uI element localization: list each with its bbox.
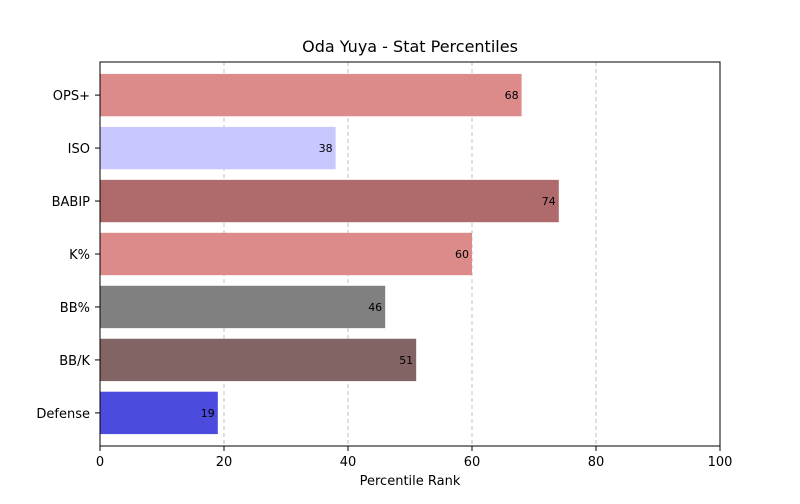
x-axis-ticks: 0 20 40 60 80 100 <box>96 446 733 470</box>
y-tick-label: BABIP <box>52 195 91 210</box>
y-tick-label: BB/K <box>59 354 90 369</box>
bars <box>100 73 559 435</box>
bar-bb-k <box>100 338 417 382</box>
x-tick-label: 20 <box>216 455 233 470</box>
y-axis-ticks: OPS+ ISO BABIP K% BB% BB/K Defense <box>36 89 100 422</box>
x-tick-label: 80 <box>588 455 605 470</box>
y-tick-label: ISO <box>68 142 90 157</box>
y-tick-label: K% <box>69 248 90 263</box>
x-tick-label: 60 <box>464 455 481 470</box>
bar-defense <box>100 391 218 435</box>
x-tick-label: 40 <box>340 455 357 470</box>
bar-value-label: 38 <box>319 142 333 155</box>
bar-ops <box>100 73 522 117</box>
bar-value-label: 60 <box>455 248 469 261</box>
x-axis-label: Percentile Rank <box>360 474 461 489</box>
bar-bb <box>100 285 386 329</box>
bar-value-label: 19 <box>201 407 215 420</box>
bar-value-label: 68 <box>505 89 519 102</box>
y-tick-label: OPS+ <box>53 89 90 104</box>
bar-value-label: 46 <box>368 301 382 314</box>
bar-value-label: 74 <box>542 195 556 208</box>
chart-title: Oda Yuya - Stat Percentiles <box>302 37 518 56</box>
bar-babip <box>100 179 559 223</box>
value-labels: 68 38 74 60 46 51 19 <box>201 89 556 420</box>
bar-value-label: 51 <box>399 354 413 367</box>
x-tick-label: 0 <box>96 455 104 470</box>
bar-iso <box>100 126 336 170</box>
y-tick-label: Defense <box>36 407 90 422</box>
x-tick-label: 100 <box>708 455 733 470</box>
bar-k <box>100 232 472 276</box>
y-tick-label: BB% <box>60 301 90 316</box>
